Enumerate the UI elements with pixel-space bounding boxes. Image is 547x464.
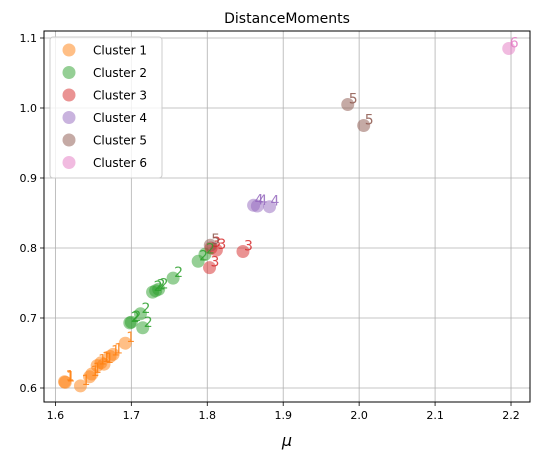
legend-label-cluster-1: Cluster 1 <box>93 44 147 58</box>
x-tick-label: 1.6 <box>47 409 65 422</box>
legend-marker-cluster-6 <box>63 156 76 169</box>
legend-label-cluster-2: Cluster 2 <box>93 66 147 80</box>
legend-marker-cluster-5 <box>63 134 76 147</box>
legend-label-cluster-5: Cluster 5 <box>93 134 147 148</box>
y-tick-label: 1.1 <box>20 32 38 45</box>
point-label-cluster-2: 2 <box>160 276 169 292</box>
point-label-cluster-3: 3 <box>211 255 220 271</box>
point-label-cluster-2: 2 <box>144 315 153 331</box>
point-label-cluster-1: 1 <box>114 341 123 357</box>
chart-title: DistanceMoments <box>224 11 350 27</box>
point-label-cluster-2: 2 <box>132 309 141 325</box>
point-label-cluster-5: 5 <box>211 232 220 248</box>
x-axis-ticks: 1.6 1.7 1.8 1.9 2.0 2.1 2.2 <box>47 402 520 422</box>
y-axis-ticks: 0.6 0.7 0.8 0.9 1.0 1.1 <box>20 32 45 395</box>
point-label-cluster-1: 1 <box>81 373 90 389</box>
point-label-cluster-5: 5 <box>349 92 358 108</box>
point-label-cluster-3: 3 <box>244 239 253 255</box>
x-axis-label: μ <box>281 431 292 450</box>
x-tick-label: 2.0 <box>350 409 368 422</box>
x-tick-label: 1.9 <box>274 409 292 422</box>
legend-marker-cluster-3 <box>63 89 76 102</box>
x-tick-label: 2.1 <box>426 409 444 422</box>
legend-label-cluster-6: Cluster 6 <box>93 156 147 170</box>
legend-marker-cluster-4 <box>63 111 76 124</box>
y-tick-label: 0.9 <box>20 172 38 185</box>
point-label-cluster-1: 1 <box>66 369 75 385</box>
point-label-cluster-1: 1 <box>126 330 135 346</box>
y-tick-label: 0.8 <box>20 242 38 255</box>
point-label-cluster-4: 4 <box>271 194 280 210</box>
point-label-cluster-5: 5 <box>365 113 374 129</box>
x-tick-label: 1.8 <box>199 409 217 422</box>
y-tick-label: 0.7 <box>20 312 38 325</box>
legend-label-cluster-4: Cluster 4 <box>93 111 147 125</box>
legend-marker-cluster-2 <box>63 66 76 79</box>
legend: Cluster 1 Cluster 2 Cluster 3 Cluster 4 Clus… <box>50 37 162 178</box>
point-label-cluster-4: 4 <box>258 193 267 209</box>
x-tick-label: 2.2 <box>502 409 520 422</box>
x-tick-label: 1.7 <box>123 409 141 422</box>
y-tick-label: 0.6 <box>20 382 38 395</box>
legend-marker-cluster-1 <box>63 44 76 57</box>
y-tick-label: 1.0 <box>20 102 38 115</box>
point-label-cluster-2: 2 <box>174 265 183 281</box>
legend-label-cluster-3: Cluster 3 <box>93 89 147 103</box>
point-label-cluster-6: 6 <box>510 36 519 52</box>
